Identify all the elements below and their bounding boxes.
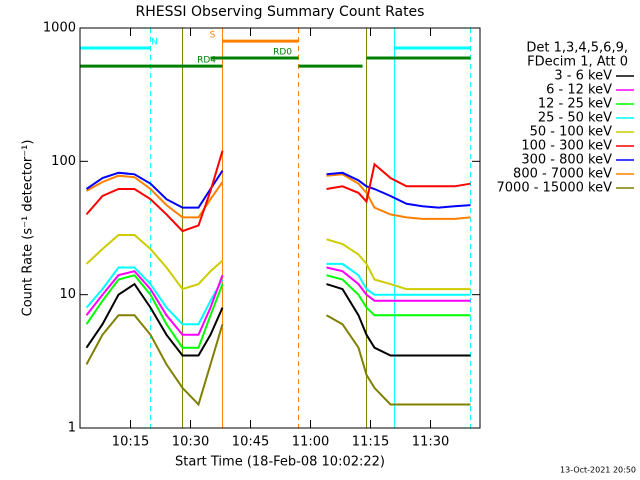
y-tick-label: 10 <box>59 287 76 302</box>
series-line <box>85 262 471 326</box>
x-axis-label: Start Time (18-Feb-08 10:02:22) <box>175 455 385 470</box>
legend-label: 12 - 25 keV <box>538 97 612 112</box>
plot-frame <box>79 27 481 429</box>
legend-label: 6 - 12 keV <box>546 83 612 98</box>
legend-label: 7000 - 15000 keV <box>497 181 613 196</box>
x-tick-label: 11:30 <box>412 435 449 450</box>
y-axis-label: Count Rate (s⁻¹ detector⁻¹) <box>21 140 36 317</box>
x-tick-label: 10:30 <box>172 435 209 450</box>
flag-label: S <box>210 31 216 41</box>
legend-label: 3 - 6 keV <box>554 69 612 84</box>
x-tick-label: 10:15 <box>112 435 149 450</box>
flag-label: RD0 <box>273 47 292 57</box>
series-line <box>85 274 471 349</box>
series-line <box>85 314 471 407</box>
series-line <box>85 266 471 336</box>
flag-label: RD4 <box>197 56 216 66</box>
legend-label: 300 - 800 keV <box>521 153 612 168</box>
series-line <box>85 282 471 357</box>
y-tick-label: 1 <box>68 421 76 436</box>
legend-header: Det 1,3,4,5,6,9, <box>526 41 628 56</box>
y-tick-label: 100 <box>51 154 76 169</box>
chart-title: RHESSI Observing Summary Count Rates <box>136 4 425 20</box>
x-tick-label: 11:15 <box>352 435 389 450</box>
footer: 13-Oct-2021 20:50 <box>560 466 636 475</box>
flag-label: N <box>151 37 158 47</box>
legend-header: FDecim 1, Att 0 <box>527 55 628 70</box>
x-tick-label: 10:45 <box>232 435 269 450</box>
legend-label: 800 - 7000 keV <box>513 167 612 182</box>
legend-label: 25 - 50 keV <box>538 111 612 126</box>
series-line <box>85 150 471 233</box>
y-tick-label: 1000 <box>43 21 76 36</box>
x-tick-label: 11:00 <box>292 435 329 450</box>
series-line <box>85 234 471 291</box>
series-line <box>85 170 471 209</box>
legend-label: 100 - 300 keV <box>521 139 612 154</box>
legend-label: 50 - 100 keV <box>530 125 613 140</box>
